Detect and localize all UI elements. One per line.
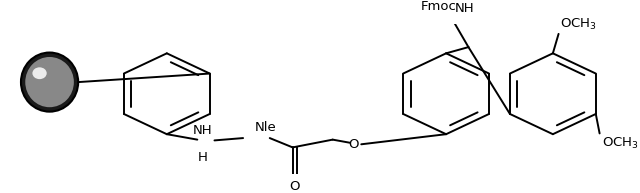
Ellipse shape <box>33 67 47 79</box>
Ellipse shape <box>21 52 78 112</box>
Text: H: H <box>198 151 208 164</box>
Text: O: O <box>348 138 359 151</box>
Text: OCH$_3$: OCH$_3$ <box>602 136 639 151</box>
Text: NH: NH <box>455 2 475 15</box>
Text: O: O <box>289 180 300 193</box>
Text: Fmoc: Fmoc <box>420 0 457 13</box>
Text: NH: NH <box>193 124 213 137</box>
Text: Nle: Nle <box>255 121 276 134</box>
Text: OCH$_3$: OCH$_3$ <box>561 16 597 31</box>
Ellipse shape <box>25 57 74 107</box>
